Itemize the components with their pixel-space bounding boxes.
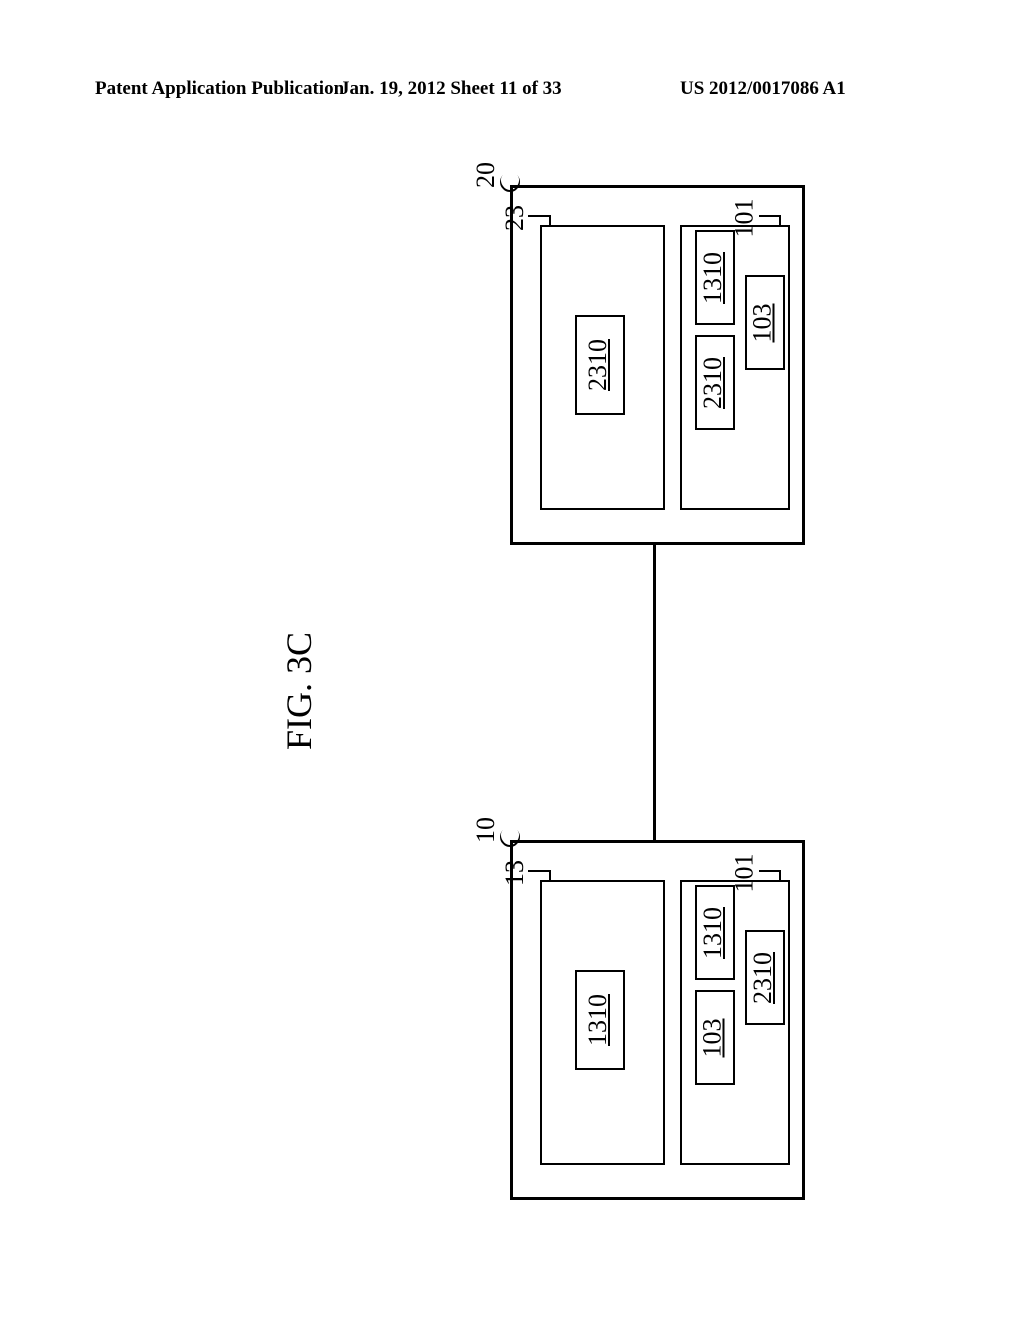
- bottom-upper-callout: 13: [500, 860, 530, 886]
- top-lower-inner-1-text: 2310: [698, 357, 728, 409]
- top-upper-callout: 23: [500, 205, 530, 231]
- top-outer-label: 20: [471, 162, 501, 188]
- bottom-outer-label: 10: [471, 817, 501, 843]
- bottom-lower-inner-2-text: 2310: [748, 952, 778, 1004]
- top-lower-inner-2-text: 103: [748, 304, 778, 343]
- top-lower-callout-line: [759, 215, 781, 217]
- figure-caption: FIG. 3C: [278, 632, 320, 750]
- bottom-lower-inner-0-text: 1310: [698, 907, 728, 959]
- bottom-lower-inner-1-text: 103: [698, 1019, 728, 1058]
- page: Patent Application Publication Jan. 19, …: [0, 0, 1024, 1320]
- top-lower-inner-0-text: 1310: [698, 252, 728, 304]
- bottom-upper-inner-0-text: 1310: [583, 994, 613, 1046]
- connector-line: [653, 545, 656, 840]
- top-upper-inner-0-text: 2310: [583, 339, 613, 391]
- header-mid: Jan. 19, 2012 Sheet 11 of 33: [340, 78, 562, 100]
- header-left: Patent Application Publication: [95, 78, 344, 100]
- bottom-lower-callout-line: [759, 870, 781, 872]
- header-right: US 2012/0017086 A1: [680, 78, 846, 100]
- bottom-upper-callout-line: [528, 870, 550, 872]
- top-upper-callout-line: [528, 215, 550, 217]
- figure: 20 23 2310 101 1310 2310 103 10 13 1310: [140, 170, 870, 1220]
